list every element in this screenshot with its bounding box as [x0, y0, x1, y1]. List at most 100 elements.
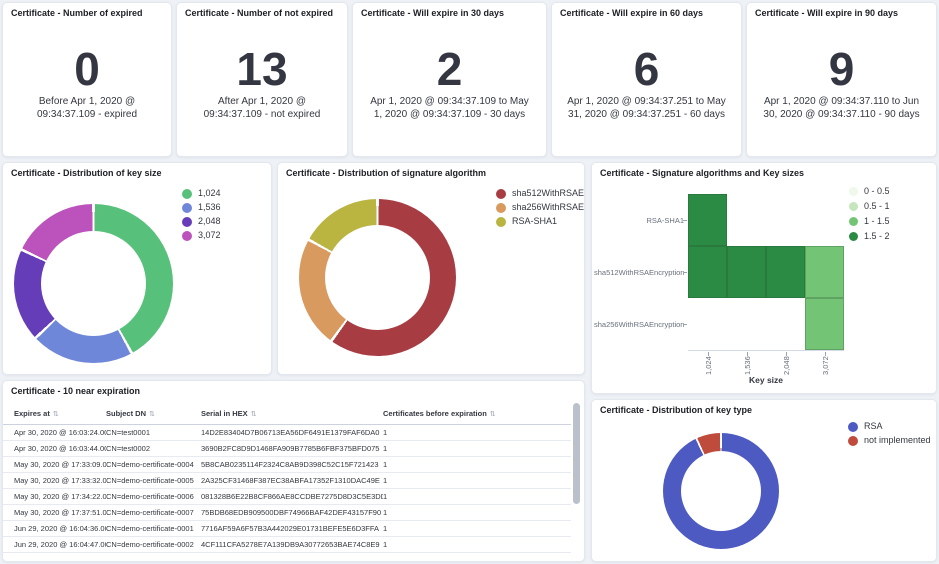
- cell-serial-hex: 2A325CF31468F387EC38ABFA17352F1310DAC49E: [201, 472, 383, 489]
- legend-item[interactable]: 0.5 - 1: [849, 201, 890, 212]
- key-type-donut-chart[interactable]: [663, 433, 779, 549]
- legend-item[interactable]: 2,048: [182, 216, 221, 227]
- donut-hole: [41, 231, 146, 336]
- table-row: Apr 30, 2020 @ 16:03:44.000 CN=test0002 36…: [3, 440, 571, 457]
- cell-subject-dn: CN=test0001: [106, 424, 201, 441]
- metric-value: 2: [436, 42, 463, 95]
- legend-item[interactable]: 1 - 1.5: [849, 215, 890, 227]
- key-type-legend: RSA not implemented: [848, 421, 931, 446]
- heatmap-cell[interactable]: [688, 194, 727, 246]
- cell-expires-at: May 30, 2020 @ 17:34:22.000: [3, 488, 106, 505]
- legend-swatch-icon: [848, 436, 858, 446]
- legend-item[interactable]: sha512WithRSAEncr...: [496, 188, 584, 199]
- panel-title: Certificate - Distribution of signature …: [286, 168, 487, 178]
- column-header-subject-dn[interactable]: Subject DN ⇅: [106, 403, 201, 425]
- heatmap-y-tick: [683, 272, 687, 273]
- metric-caption: Apr 1, 2020 @ 09:34:37.110 to Jun 30, 20…: [763, 96, 920, 121]
- heatmap-cell[interactable]: [805, 298, 844, 350]
- column-header-label: Expires at: [14, 409, 50, 418]
- cell-subject-dn: CN=demo-certificate-0007: [106, 504, 201, 521]
- metric-body: 6 Apr 1, 2020 @ 09:34:37.251 to May 31, …: [556, 25, 737, 142]
- metric-body: 13 After Apr 1, 2020 @ 09:34:37.109 - no…: [181, 25, 343, 142]
- column-header-certificates-before-expiration[interactable]: Certificates before expiration ⇅: [383, 403, 571, 425]
- table-scrollbar[interactable]: [573, 403, 580, 504]
- panel-near-expiration-table: Certificate - 10 near expiration Expires…: [2, 380, 585, 562]
- table-body: Apr 30, 2020 @ 16:03:24.000 CN=test0001 14…: [3, 424, 571, 553]
- column-header-expires-at[interactable]: Expires at ⇅: [3, 403, 106, 425]
- metric-value: 6: [633, 42, 660, 95]
- panel-title: Certificate - Will expire in 90 days: [755, 8, 898, 18]
- panel-title: Certificate - Will expire in 30 days: [361, 8, 504, 18]
- heatmap-cell[interactable]: [727, 246, 766, 298]
- cell-certs-before-expiration: 1: [383, 456, 571, 473]
- signature-algorithm-donut-chart[interactable]: [299, 199, 456, 356]
- legend-item[interactable]: RSA-SHA1: [496, 216, 584, 227]
- heatmap-y-axis-label: sha256WithRSAEncryption: [594, 320, 685, 329]
- cell-certs-before-expiration: 1: [383, 488, 571, 505]
- table-header-row: Expires at ⇅ Subject DN ⇅ Serial in HEX ⇅ Cert…: [3, 403, 571, 425]
- heatmap-x-axis-label: 2,048: [781, 356, 791, 375]
- panel-expire-60-days: Certificate - Will expire in 60 days 6 A…: [551, 2, 742, 157]
- panel-title: Certificate - Number of expired: [11, 8, 143, 18]
- metric-caption: Before Apr 1, 2020 @ 09:34:37.109 - expi…: [36, 96, 138, 121]
- sort-icon: ⇅: [489, 411, 496, 418]
- column-header-label: Certificates before expiration: [383, 409, 487, 418]
- legend-item[interactable]: not implemented: [848, 435, 931, 446]
- metric-body: 9 Apr 1, 2020 @ 09:34:37.110 to Jun 30, …: [751, 25, 932, 142]
- table-wrap: Expires at ⇅ Subject DN ⇅ Serial in HEX ⇅ Cert…: [3, 403, 571, 553]
- cell-subject-dn: CN=demo-certificate-0001: [106, 520, 201, 537]
- panel-expire-90-days: Certificate - Will expire in 90 days 9 A…: [746, 2, 937, 157]
- table-row: May 30, 2020 @ 17:37:51.000 CN=demo-certi…: [3, 504, 571, 521]
- metric-value: 0: [74, 42, 100, 95]
- heatmap-cell[interactable]: [805, 246, 844, 298]
- heatmap-cell[interactable]: [766, 246, 805, 298]
- legend-item[interactable]: 3,072: [182, 230, 221, 241]
- key-size-donut-chart[interactable]: [14, 204, 173, 363]
- legend-swatch-icon: [182, 189, 192, 199]
- column-header-label: Serial in HEX: [201, 409, 248, 418]
- cell-certs-before-expiration: 1: [383, 424, 571, 441]
- table-row: Apr 30, 2020 @ 16:03:24.000 CN=test0001 14…: [3, 424, 571, 441]
- legend-label: 1 - 1.5: [864, 215, 890, 226]
- table-header: Expires at ⇅ Subject DN ⇅ Serial in HEX ⇅ Cert…: [3, 403, 571, 425]
- cell-serial-hex: 4CF111CFA5278E7A139DB9A30772653BAE74C8E9: [201, 536, 383, 553]
- panel-number-of-expired: Certificate - Number of expired 0 Before…: [2, 2, 172, 157]
- legend-item[interactable]: 1,536: [182, 202, 221, 213]
- legend-item[interactable]: 1.5 - 2: [849, 230, 890, 242]
- legend-label: not implemented: [864, 435, 931, 446]
- cell-expires-at: Apr 30, 2020 @ 16:03:24.000: [3, 424, 106, 441]
- heatmap-y-tick: [683, 220, 687, 221]
- cell-certs-before-expiration: 1: [383, 536, 571, 553]
- column-header-serial-in-hex[interactable]: Serial in HEX ⇅: [201, 403, 383, 425]
- panel-key-size-distribution: Certificate - Distribution of key size 1…: [2, 162, 272, 375]
- key-size-legend: 1,024 1,536 2,048 3,072: [182, 188, 221, 241]
- cell-expires-at: May 30, 2020 @ 17:37:51.000: [3, 504, 106, 521]
- legend-item[interactable]: 0 - 0.5: [849, 186, 890, 197]
- signature-algorithm-legend: sha512WithRSAEncr... sha256WithRSAEnc... R…: [496, 188, 584, 227]
- cell-subject-dn: CN=demo-certificate-0005: [106, 472, 201, 489]
- heatmap-legend: 0 - 0.5 0.5 - 1 1 - 1.5 1.5 - 2: [849, 186, 890, 242]
- metric-caption: Apr 1, 2020 @ 09:34:37.109 to May 1, 202…: [370, 96, 529, 121]
- donut-hole: [681, 451, 761, 531]
- cell-expires-at: May 30, 2020 @ 17:33:09.000: [3, 456, 106, 473]
- heatmap-cell[interactable]: [688, 246, 727, 298]
- legend-item[interactable]: 1,024: [182, 188, 221, 199]
- heatmap-x-tick: [785, 352, 787, 356]
- legend-label: 0 - 0.5: [864, 186, 890, 196]
- legend-label: 1.5 - 2: [864, 230, 890, 241]
- heatmap-x-axis-label: 3,072: [820, 356, 830, 375]
- legend-item[interactable]: sha256WithRSAEnc...: [496, 202, 584, 213]
- panel-signature-key-size-heatmap: Certificate - Signature algorithms and K…: [591, 162, 937, 394]
- heatmap-y-axis-label: RSA-SHA1: [646, 216, 684, 225]
- cell-expires-at: Jun 29, 2020 @ 16:04:36.000: [3, 520, 106, 537]
- heatmap-y-axis-label: sha512WithRSAEncryption: [594, 268, 685, 277]
- legend-swatch-icon: [182, 231, 192, 241]
- heatmap-x-axis-label: 1,024: [703, 356, 713, 375]
- cell-certs-before-expiration: 1: [383, 440, 571, 457]
- legend-item[interactable]: RSA: [848, 421, 931, 432]
- sort-icon: ⇅: [52, 411, 59, 418]
- near-expiration-table: Expires at ⇅ Subject DN ⇅ Serial in HEX ⇅ Cert…: [3, 403, 571, 553]
- table-row: May 30, 2020 @ 17:33:32.000 CN=demo-certi…: [3, 472, 571, 489]
- legend-label: 1,536: [198, 202, 221, 213]
- legend-label: 3,072: [198, 230, 221, 241]
